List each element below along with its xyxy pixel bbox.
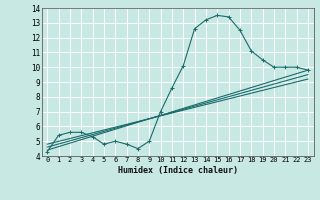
X-axis label: Humidex (Indice chaleur): Humidex (Indice chaleur) [118,166,237,175]
